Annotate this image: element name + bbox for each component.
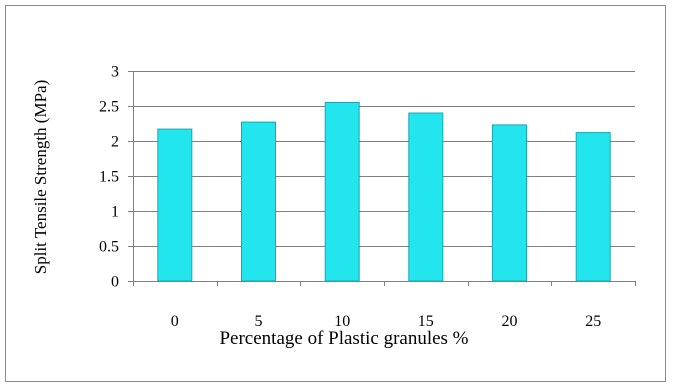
x-tick-label: 15 <box>418 313 434 330</box>
bar <box>157 128 193 282</box>
y-tick-label: 1.5 <box>99 169 119 186</box>
bars <box>157 102 611 282</box>
y-tick-label: 0 <box>111 274 119 291</box>
x-axis-title: Percentage of Plastic granules % <box>219 328 468 349</box>
y-tick-label: 1 <box>111 204 119 221</box>
x-tick-label: 25 <box>585 313 601 330</box>
y-tick-label: 0.5 <box>99 239 119 256</box>
x-tick-label: 5 <box>255 313 263 330</box>
y-axis-title: Split Tensile Strength (MPa) <box>31 80 50 274</box>
gridlines <box>133 71 635 247</box>
bar <box>241 121 276 282</box>
x-tick-label: 20 <box>502 313 518 330</box>
y-tick-labels: 0 0.5 1 1.5 2 2.5 3 <box>99 64 119 291</box>
bar <box>492 124 527 282</box>
chart-frame: 0 0.5 1 1.5 2 2.5 3 0 5 10 15 20 25 Percentage of P… <box>5 5 666 382</box>
y-tick-label: 2 <box>111 134 119 151</box>
axes <box>128 71 636 286</box>
bar <box>324 102 360 282</box>
bar <box>408 112 444 282</box>
y-tick-label: 2.5 <box>99 99 119 116</box>
x-tick-label: 0 <box>171 313 179 330</box>
bar <box>575 132 611 282</box>
x-tick-label: 10 <box>334 313 350 330</box>
y-tick-label: 3 <box>111 64 119 81</box>
bar-chart: 0 0.5 1 1.5 2 2.5 3 0 5 10 15 20 25 Percentage of P… <box>31 64 636 349</box>
x-tick-labels: 0 5 10 15 20 25 <box>171 313 601 330</box>
